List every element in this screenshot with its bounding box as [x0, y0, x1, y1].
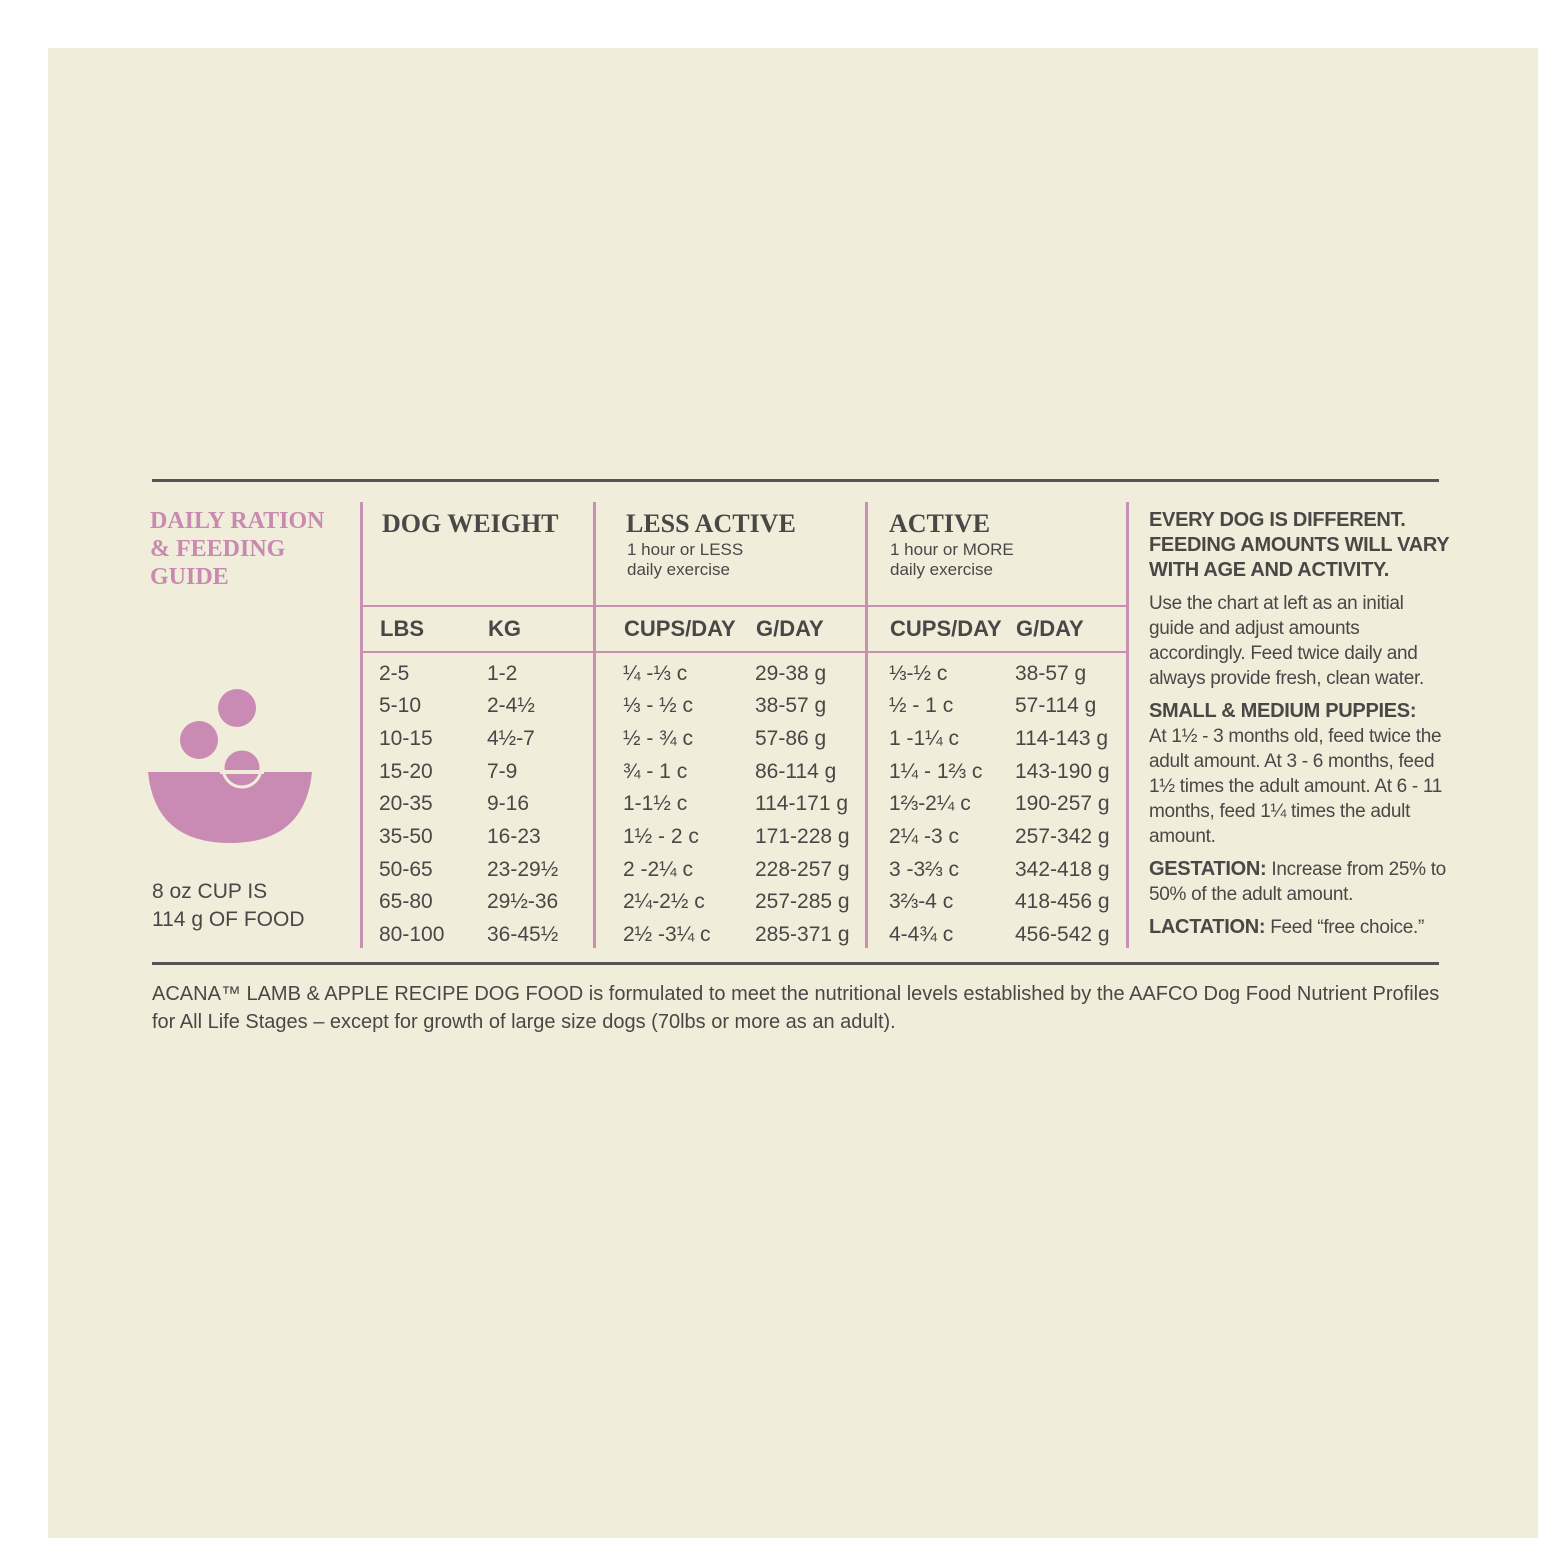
note-label: LACTATION:	[1149, 916, 1266, 938]
table-cell: 23-29½	[487, 857, 559, 881]
table-cell: 1½ - 2 c	[623, 825, 699, 848]
notes: EVERY DOG IS DIFFERENT. FEEDING AMOUNTS …	[1149, 508, 1449, 948]
column-header: G/DAY	[756, 616, 824, 641]
group-title: DOG WEIGHT	[382, 509, 559, 538]
header-rule	[362, 605, 1128, 607]
table-cell: 57-86 g	[755, 726, 827, 750]
table-cell: 456-542 g	[1015, 923, 1110, 947]
note-text: Increase from 25% to 50% of the adult am…	[1149, 859, 1446, 905]
table-cell: 38-57 g	[755, 694, 827, 718]
bowl-icon	[148, 689, 312, 843]
table-cell: 1-1½ c	[623, 792, 688, 816]
table-cell: 38-57 g	[1015, 661, 1087, 685]
note-item: LACTATION: Feed “free choice.”	[1149, 915, 1449, 940]
group-subtitle: 1 hour or LESS	[627, 539, 744, 559]
group-subtitle: daily exercise	[890, 559, 993, 579]
table-cell: 20-35	[379, 792, 433, 816]
divider	[865, 502, 868, 948]
column-header: KG	[488, 616, 521, 641]
table-cell: 50-65	[379, 857, 433, 881]
table-cell: 1 -1¼ c	[889, 726, 960, 750]
table-cell: 35-50	[379, 825, 433, 848]
note-item: SMALL & MEDIUM PUPPIES: At 1½ - 3 months …	[1149, 699, 1449, 849]
table-cell: 15-20	[379, 759, 433, 783]
table-cell: ¼ -⅓ c	[623, 661, 688, 685]
table-cell: 29½-36	[487, 890, 559, 914]
table-cell: 80-100	[379, 923, 445, 947]
table-cell: 1¼ - 1⅔ c	[889, 759, 983, 783]
table-cell: 7-9	[487, 759, 518, 783]
guide-title: DAILY RATION	[150, 508, 325, 534]
table-cell: 2½ -3¼ c	[623, 923, 711, 947]
divider	[1126, 502, 1129, 948]
table-cell: 1⅔-2¼ c	[889, 792, 971, 816]
table-cell: 86-114 g	[755, 759, 837, 783]
cup-note: 8 oz CUP IS	[152, 879, 268, 903]
note-label: GESTATION:	[1149, 858, 1267, 880]
table-cell: 2¼-2½ c	[623, 890, 705, 914]
table-cell: 16-23	[487, 825, 541, 848]
table-cell: 143-190 g	[1015, 759, 1110, 783]
column-header: CUPS/DAY	[624, 616, 736, 641]
table-cell: 2¼ -3 c	[889, 825, 960, 848]
column-header: CUPS/DAY	[890, 616, 1002, 641]
group-subtitle: daily exercise	[627, 559, 730, 579]
table-cell: 114-171 g	[755, 792, 849, 816]
table-cell: ½ - 1 c	[889, 694, 954, 718]
table-cell: 2-5	[379, 661, 410, 685]
column-header: G/DAY	[1016, 616, 1084, 641]
table-cell: 4-4¾ c	[889, 923, 954, 947]
table-cell: 1-2	[487, 661, 518, 685]
footer-text: for All Life Stages – except for growth …	[152, 1011, 896, 1033]
guide-title: GUIDE	[150, 564, 229, 590]
column-header: LBS	[380, 616, 424, 641]
table-cell: 342-418 g	[1015, 857, 1110, 881]
table-cell: 171-228 g	[755, 825, 850, 848]
cup-note: 114 g OF FOOD	[152, 907, 305, 931]
notes-intro: Use the chart at left as an initial guid…	[1149, 593, 1424, 689]
note-text: At 1½ - 3 months old, feed twice the adu…	[1149, 726, 1443, 847]
guide-title: & FEEDING	[150, 536, 286, 562]
table-cell: 4½-7	[487, 726, 535, 750]
table-cell: ½ - ¾ c	[623, 726, 694, 750]
divider	[360, 502, 363, 948]
group-title: LESS ACTIVE	[626, 509, 796, 538]
divider	[593, 502, 596, 948]
table-cell: 57-114 g	[1015, 694, 1097, 718]
group-subtitle: 1 hour or MORE	[890, 539, 1014, 559]
table-cell: ⅓-½ c	[889, 661, 948, 685]
table-cell: 5-10	[379, 694, 422, 718]
table-cell: 2 -2¼ c	[623, 857, 694, 881]
table-cell: ¾ - 1 c	[623, 759, 688, 783]
table-cell: ⅓ - ½ c	[623, 694, 694, 718]
top-rule	[152, 479, 1439, 482]
header-rule	[362, 651, 1128, 653]
table-cell: 190-257 g	[1015, 792, 1110, 816]
table-cell: 114-143 g	[1015, 726, 1109, 750]
bottom-rule	[152, 962, 1439, 965]
table-cell: 257-342 g	[1015, 825, 1110, 848]
group-title: ACTIVE	[889, 509, 991, 538]
table-cell: 285-371 g	[755, 923, 850, 947]
table-cell: 36-45½	[487, 923, 559, 947]
note-label: SMALL & MEDIUM PUPPIES:	[1149, 700, 1417, 722]
table-cell: 29-38 g	[755, 661, 827, 685]
table-cell: 418-456 g	[1015, 890, 1110, 914]
table-cell: 9-16	[487, 792, 530, 816]
note-item: GESTATION: Increase from 25% to 50% of t…	[1149, 857, 1449, 907]
table-cell: 3⅔-4 c	[889, 890, 954, 914]
table-cell: 10-15	[379, 726, 433, 750]
footer-text: ACANA™ LAMB & APPLE RECIPE DOG FOOD is f…	[152, 983, 1440, 1005]
table-cell: 2-4½	[487, 694, 535, 718]
table-cell: 257-285 g	[755, 890, 850, 914]
notes-heading: EVERY DOG IS DIFFERENT. FEEDING AMOUNTS …	[1149, 509, 1449, 581]
table-cell: 65-80	[379, 890, 433, 914]
table-cell: 228-257 g	[755, 857, 850, 881]
note-text: Feed “free choice.”	[1270, 917, 1424, 938]
table-cell: 3 -3⅔ c	[889, 857, 960, 881]
